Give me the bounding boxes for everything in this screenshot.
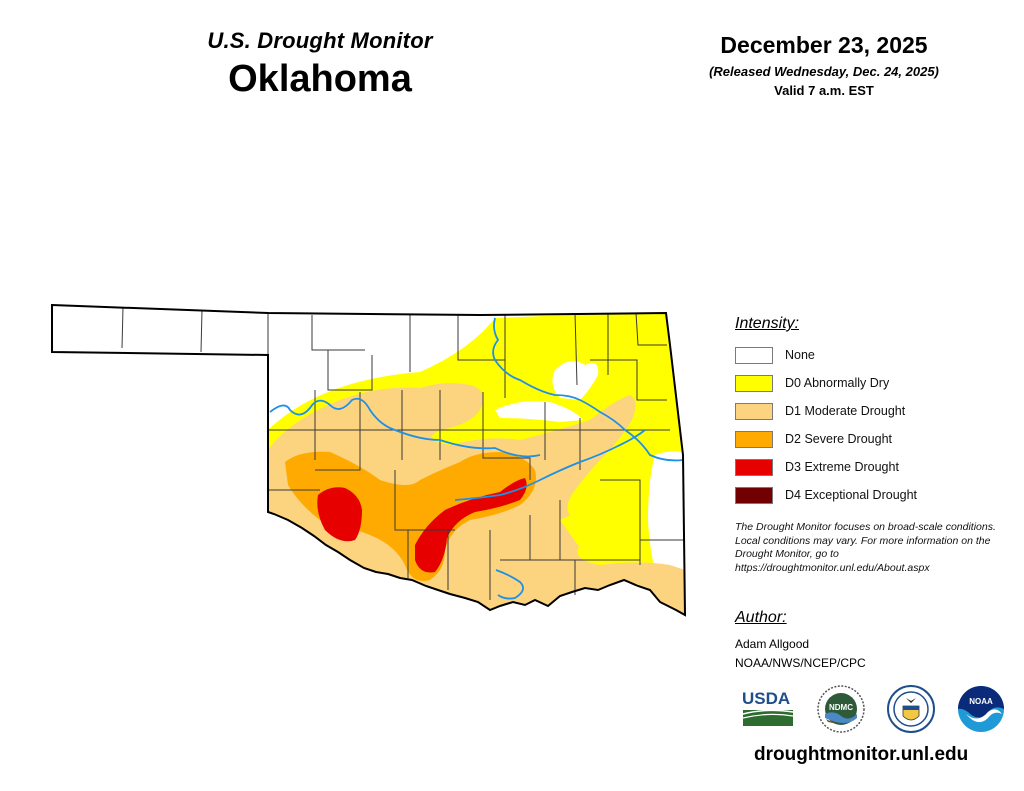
legend-label: D0 Abnormally Dry xyxy=(785,376,890,390)
title-block: U.S. Drought Monitor Oklahoma xyxy=(170,28,470,101)
svg-text:USDA: USDA xyxy=(742,689,790,708)
legend-label: D1 Moderate Drought xyxy=(785,404,906,418)
none-pockets xyxy=(495,361,685,590)
doc-seal-logo xyxy=(887,685,935,733)
usda-logo: USDA xyxy=(742,689,794,726)
website-link[interactable]: droughtmonitor.unl.edu xyxy=(754,744,969,765)
county-lines xyxy=(121,306,685,600)
noaa-logo: NOAA xyxy=(958,686,1004,732)
map-date: December 23, 2025 xyxy=(720,32,928,58)
release-date: (Released Wednesday, Dec. 24, 2025) xyxy=(709,64,939,79)
d2-region xyxy=(285,451,536,581)
legend-label: D4 Exceptional Drought xyxy=(785,488,918,502)
svg-text:NDMC: NDMC xyxy=(829,703,853,712)
svg-text:NOAA: NOAA xyxy=(969,697,993,706)
swatch-d2 xyxy=(735,430,773,448)
d3-region xyxy=(317,478,527,573)
swatch-d3 xyxy=(735,458,773,476)
legend: Intensity: None D0 Abnormally Dry D1 Mod… xyxy=(735,315,1015,509)
author-name: Adam Allgood xyxy=(735,637,810,651)
author-org: NOAA/NWS/NCEP/CPC xyxy=(735,656,866,670)
legend-label: D3 Extreme Drought xyxy=(785,460,899,474)
legend-item-d4: D4 Exceptional Drought xyxy=(735,481,1015,509)
legend-item-d0: D0 Abnormally Dry xyxy=(735,369,1015,397)
legend-label: D2 Severe Drought xyxy=(785,432,893,446)
legend-item-none: None xyxy=(735,341,1015,369)
state-title: Oklahoma xyxy=(228,58,412,100)
author-heading: Author: xyxy=(735,609,787,626)
state-outline xyxy=(51,303,687,617)
valid-time: Valid 7 a.m. EST xyxy=(774,83,874,98)
legend-item-d3: D3 Extreme Drought xyxy=(735,453,1015,481)
swatch-d0 xyxy=(735,374,773,392)
legend-title: Intensity: xyxy=(735,315,800,332)
legend-item-d1: D1 Moderate Drought xyxy=(735,397,1015,425)
swatch-none xyxy=(735,346,773,364)
map-subtitle: U.S. Drought Monitor xyxy=(207,28,433,53)
partner-logos: USDA NDMC NOAA xyxy=(740,684,1020,736)
ndmc-logo: NDMC xyxy=(817,685,865,733)
swatch-d4 xyxy=(735,486,773,504)
swatch-d1 xyxy=(735,402,773,420)
disclaimer-note: The Drought Monitor focuses on broad-sca… xyxy=(735,521,996,574)
legend-item-d2: D2 Severe Drought xyxy=(735,425,1015,453)
legend-label: None xyxy=(785,348,815,362)
rivers xyxy=(269,317,684,600)
date-block: December 23, 2025 (Released Wednesday, D… xyxy=(674,32,974,98)
